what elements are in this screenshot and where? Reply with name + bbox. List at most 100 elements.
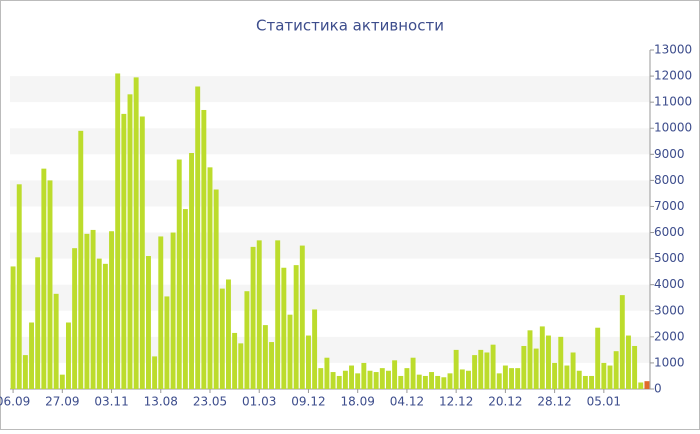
x-tick-label: 03.11 (94, 395, 128, 409)
bar (638, 382, 644, 389)
bar (306, 335, 311, 389)
bar (109, 231, 114, 389)
bar (496, 373, 502, 389)
bar (601, 362, 607, 389)
bar (521, 345, 527, 389)
bar (515, 368, 521, 389)
bar (582, 375, 588, 389)
bar (539, 326, 545, 389)
x-tick-label: 12.12 (439, 395, 473, 409)
y-tick-label: 3000 (654, 303, 685, 317)
x-tick-label: 27.09 (45, 395, 79, 409)
y-tick-label: 4000 (654, 277, 685, 291)
bar (472, 355, 478, 389)
y-tick-label: 7000 (654, 199, 685, 213)
bar (478, 349, 484, 389)
chart-title: Статистика активности (256, 17, 444, 35)
bar (466, 370, 471, 389)
bar (373, 372, 379, 389)
bar (10, 266, 16, 389)
bar (312, 309, 318, 389)
bar (41, 168, 47, 389)
bar (127, 94, 133, 389)
bar (102, 263, 108, 389)
bar (576, 370, 582, 389)
grid-band (10, 128, 650, 155)
bar (59, 374, 65, 389)
bar (484, 352, 490, 389)
x-tick-label: 28.12 (537, 395, 571, 409)
bar (441, 377, 447, 389)
bar (182, 209, 188, 389)
bar (66, 322, 71, 389)
y-tick-label: 5000 (654, 251, 685, 265)
bar (244, 291, 250, 389)
bar (355, 373, 361, 389)
bar (349, 365, 354, 389)
bar (404, 368, 410, 389)
x-tick-label: 04.12 (390, 395, 424, 409)
y-tick-label: 1000 (654, 355, 685, 369)
bar (201, 109, 207, 389)
y-tick-label: 0 (654, 382, 662, 396)
x-tick-label: 18.09 (341, 395, 375, 409)
bar (589, 375, 594, 389)
bar (453, 349, 459, 389)
bar (546, 335, 551, 389)
x-tick-label: 01.03 (242, 395, 276, 409)
bar (53, 293, 59, 389)
x-tick-label: 20.12 (488, 395, 522, 409)
bar (626, 335, 631, 389)
bar (293, 265, 299, 389)
bar (527, 330, 533, 389)
y-tick-label: 10000 (654, 121, 692, 135)
bar (595, 327, 601, 389)
bar (361, 362, 367, 389)
y-tick-label: 2000 (654, 329, 685, 343)
bar (29, 322, 34, 389)
bar (139, 116, 145, 389)
bar (447, 373, 453, 389)
bar (533, 348, 539, 389)
bar (281, 267, 287, 389)
bar (632, 345, 638, 389)
bar (490, 344, 496, 389)
bar (121, 113, 127, 389)
bar (232, 332, 238, 389)
bar (90, 229, 96, 389)
y-tick-label: 6000 (654, 225, 685, 239)
bar (47, 180, 53, 389)
bar (146, 256, 151, 389)
bar (22, 355, 28, 389)
bar (226, 279, 231, 389)
bar (392, 360, 398, 389)
y-tick-label: 12000 (654, 69, 692, 83)
bar (250, 246, 256, 389)
bar (176, 159, 182, 389)
bar (398, 375, 404, 389)
bar (619, 295, 625, 389)
bar (570, 352, 576, 389)
bar (607, 365, 613, 389)
bar (164, 296, 170, 389)
bar (16, 184, 22, 389)
bar (367, 370, 373, 389)
bar (342, 370, 348, 389)
grid-band (10, 232, 650, 259)
bar (115, 73, 121, 389)
bar (262, 325, 268, 389)
bar (287, 314, 293, 389)
y-tick-label: 8000 (654, 173, 685, 187)
bar (324, 357, 330, 389)
bar (379, 368, 385, 389)
bar (219, 288, 225, 389)
bar (158, 236, 164, 389)
bar (35, 257, 41, 389)
bar (189, 153, 194, 389)
bar (330, 372, 336, 389)
bar (275, 240, 281, 389)
grid-band (10, 76, 650, 103)
bar (509, 368, 514, 389)
x-tick-label: 23.05 (193, 395, 227, 409)
